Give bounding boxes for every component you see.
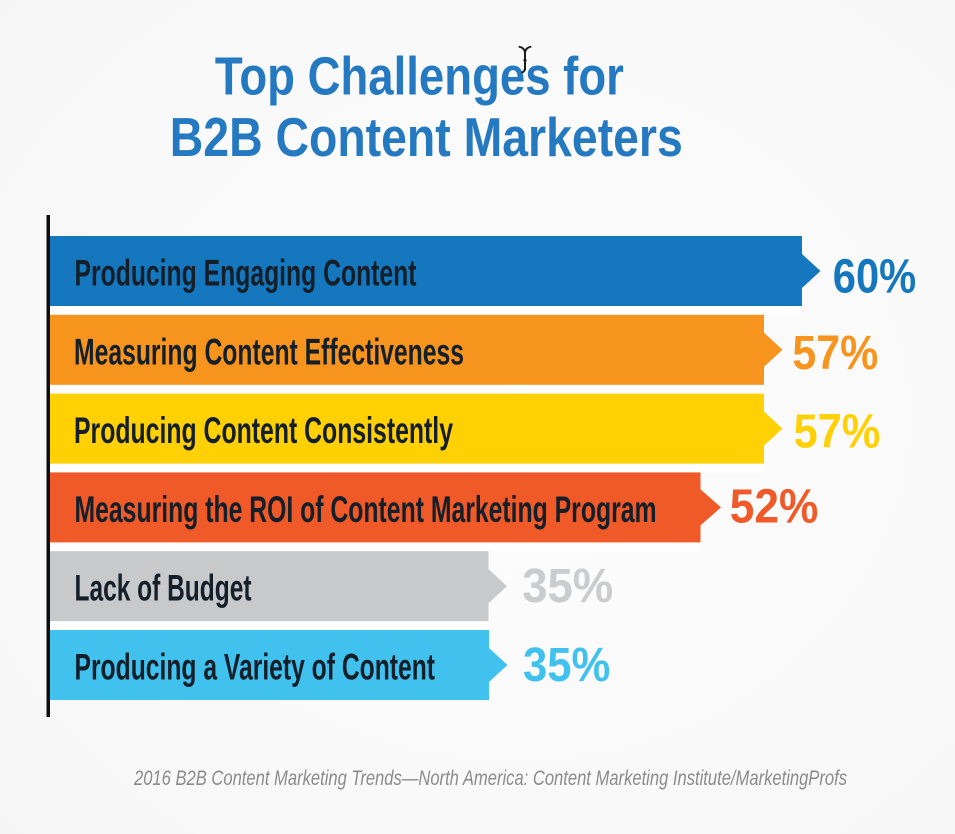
svg-text:Producing a Variety of Content: Producing a Variety of Content xyxy=(75,647,436,688)
svg-text:52%: 52% xyxy=(730,481,819,534)
svg-text:2016 B2B Content Marketing Tre: 2016 B2B Content Marketing Trends—North … xyxy=(133,767,847,790)
svg-text:Lack of Budget: Lack of Budget xyxy=(75,568,252,609)
svg-text:Producing Content Consistently: Producing Content Consistently xyxy=(74,410,453,451)
svg-text:Top Challenges for: Top Challenges for xyxy=(215,48,624,107)
svg-text:Measuring the ROI of Content M: Measuring the ROI of Content Marketing P… xyxy=(75,489,657,530)
svg-text:35%: 35% xyxy=(523,639,610,692)
svg-text:Producing Engaging Content: Producing Engaging Content xyxy=(75,253,417,294)
svg-text:57%: 57% xyxy=(794,406,881,459)
svg-text:35%: 35% xyxy=(522,560,613,613)
svg-text:60%: 60% xyxy=(833,251,916,304)
svg-text:57%: 57% xyxy=(792,327,878,380)
svg-text:Measuring Content Effectivenes: Measuring Content Effectiveness xyxy=(74,331,464,372)
svg-text:B2B Content Marketers: B2B Content Marketers xyxy=(170,106,683,168)
